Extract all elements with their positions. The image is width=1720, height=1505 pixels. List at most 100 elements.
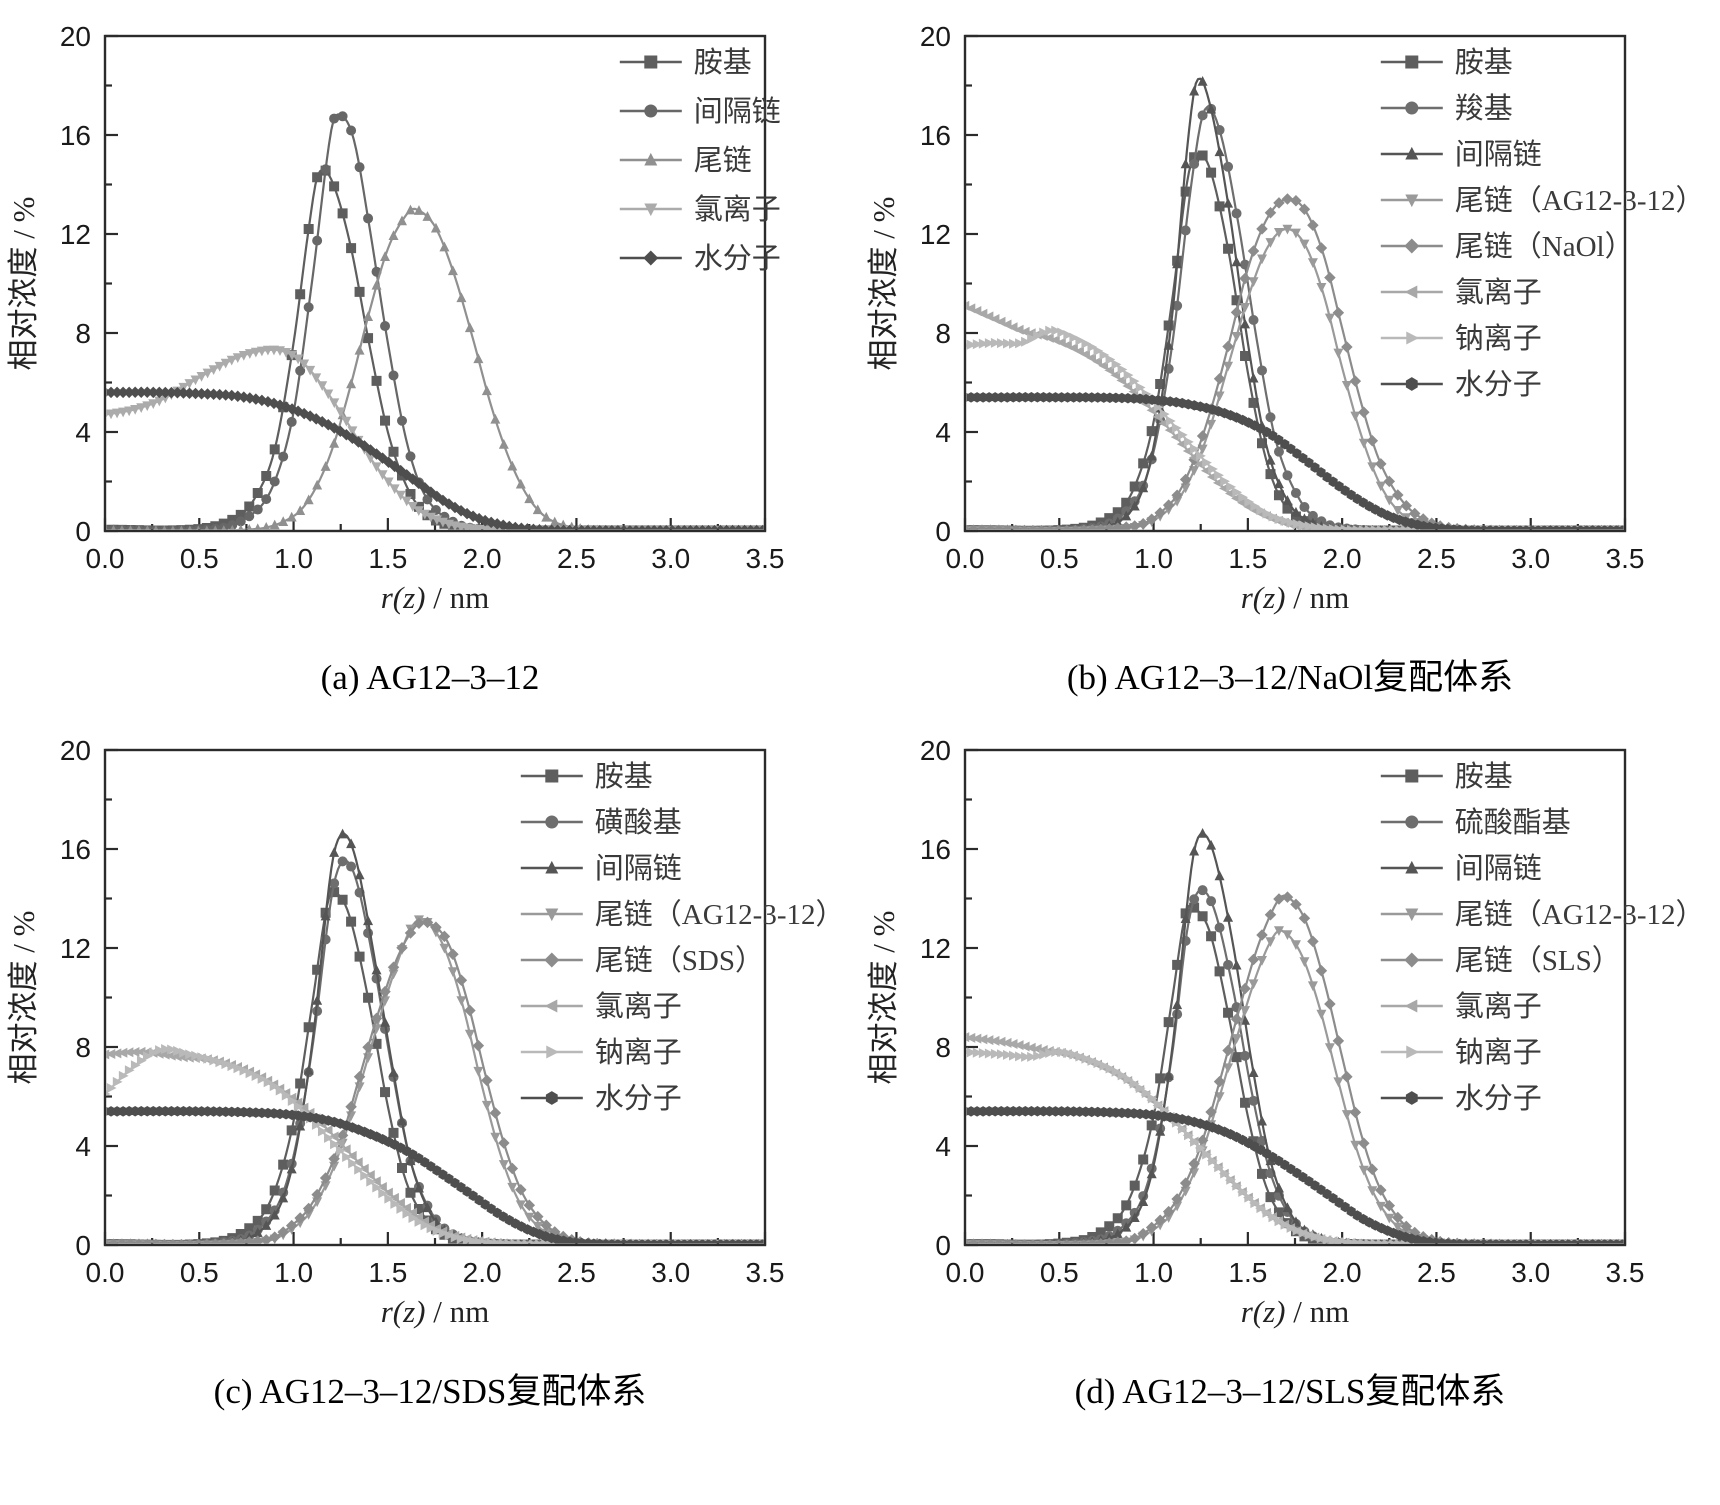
- x-axis-label: r(z) / nm: [1241, 1294, 1350, 1329]
- y-tick-label: 0: [935, 516, 951, 547]
- y-axis-ticks: 0 4 8 12 16 20: [60, 21, 118, 547]
- y-axis-ticks: 0 4 8 12 16 20: [920, 735, 978, 1261]
- x-tick-label: 2.0: [463, 543, 502, 574]
- legend-item: 钠离子: [1380, 322, 1542, 355]
- legend-label: 胺基: [595, 760, 653, 793]
- legend-label: 磺酸基: [595, 806, 682, 839]
- legend-label: 氯离子: [595, 990, 682, 1023]
- legend-item: 胺基: [1380, 46, 1513, 79]
- x-tick-label: 2.0: [463, 1257, 502, 1288]
- legend-item: 间隔链: [520, 852, 682, 885]
- legend-label: 水分子: [595, 1082, 682, 1115]
- y-tick-label: 16: [920, 834, 951, 865]
- x-axis-ticks: 0.0 0.5 1.0 1.5 2.0 2.5 3.0 3.5: [946, 1232, 1645, 1288]
- legend-label: 间隔链: [1455, 138, 1542, 171]
- legend-label: 尾链（AG12-3-12）: [1455, 184, 1705, 217]
- x-tick-label: 0.0: [946, 543, 985, 574]
- series-curve-2: [966, 832, 1624, 1244]
- chart-panel-c: 0.0 0.5 1.0 1.5 2.0 2.5 3.0 3.5 0 4 8 12 16 20 相对浓度 / …: [6, 735, 845, 1329]
- legend-item: 尾链（SDS）: [520, 944, 764, 977]
- legend-label: 间隔链: [694, 95, 781, 128]
- x-axis-ticks: 0.0 0.5 1.0 1.5 2.0 2.5 3.0 3.5: [946, 518, 1645, 574]
- series-layer: [106, 111, 764, 530]
- x-tick-label: 2.0: [1323, 1257, 1362, 1288]
- x-tick-label: 1.5: [1228, 1257, 1267, 1288]
- legend-item: 间隔链: [619, 95, 781, 128]
- y-axis-ticks: 0 4 8 12 16 20: [920, 21, 978, 547]
- y-tick-label: 20: [920, 735, 951, 766]
- legend-label: 氯离子: [1455, 990, 1542, 1023]
- y-axis-label: 相对浓度 / %: [6, 911, 41, 1085]
- series-layer: [966, 828, 1624, 1244]
- legend-item: 尾链（AG12-3-12）: [1380, 898, 1705, 931]
- y-tick-label: 8: [935, 318, 951, 349]
- x-tick-label: 3.5: [1606, 1257, 1645, 1288]
- chart-panel-b: 0.0 0.5 1.0 1.5 2.0 2.5 3.0 3.5 0 4 8 12 16 20 相对浓度 / …: [866, 21, 1705, 615]
- y-tick-label: 0: [75, 1230, 91, 1261]
- y-tick-label: 4: [75, 1131, 91, 1162]
- x-tick-label: 2.5: [1417, 1257, 1456, 1288]
- legend-label: 水分子: [1455, 368, 1542, 401]
- legend-label: 胺基: [1455, 46, 1513, 79]
- panel-a: 0.0 0.5 1.0 1.5 2.0 2.5 3.0 3.5 0 4 8 12 16 20 相对浓度 / …: [0, 6, 860, 720]
- legend-label: 氯离子: [1455, 276, 1542, 309]
- plot-border: [103, 34, 767, 533]
- x-tick-label: 1.0: [274, 1257, 313, 1288]
- x-tick-label: 2.0: [1323, 543, 1362, 574]
- legend-item: 尾链（AG12-3-12）: [1380, 184, 1705, 217]
- y-tick-label: 0: [935, 1230, 951, 1261]
- legend-label: 钠离子: [1455, 322, 1542, 355]
- legend-label: 胺基: [1455, 760, 1513, 793]
- x-tick-label: 0.0: [946, 1257, 985, 1288]
- x-tick-label: 3.5: [746, 1257, 785, 1288]
- legend-item: 水分子: [619, 242, 781, 275]
- x-tick-label: 2.5: [557, 1257, 596, 1288]
- x-tick-label: 0.5: [180, 1257, 219, 1288]
- series-curve-2: [106, 833, 764, 1244]
- panel-c-caption: (c) AG12–3–12/SDS复配体系: [213, 1372, 647, 1411]
- x-axis-ticks: 0.0 0.5 1.0 1.5 2.0 2.5 3.0 3.5: [86, 1232, 785, 1288]
- y-tick-label: 20: [60, 21, 91, 52]
- legend-item: 钠离子: [1380, 1036, 1542, 1069]
- y-axis-label: 相对浓度 / %: [866, 197, 901, 371]
- series-curve-2: [106, 207, 764, 530]
- panel-b: 0.0 0.5 1.0 1.5 2.0 2.5 3.0 3.5 0 4 8 12 16 20 相对浓度 / …: [860, 6, 1720, 720]
- x-tick-label: 0.0: [86, 1257, 125, 1288]
- x-tick-label: 1.5: [368, 1257, 407, 1288]
- figure-grid: 0.0 0.5 1.0 1.5 2.0 2.5 3.0 3.5 0 4 8 12 16 20 相对浓度 / …: [0, 6, 1720, 1434]
- x-axis-label: r(z) / nm: [1241, 580, 1350, 615]
- legend-item: 水分子: [520, 1082, 682, 1115]
- y-tick-label: 16: [60, 834, 91, 865]
- legend-item: 氯离子: [1380, 276, 1542, 309]
- legend-label: 钠离子: [1455, 1036, 1542, 1069]
- legend-item: 胺基: [619, 46, 752, 79]
- y-tick-label: 16: [60, 120, 91, 151]
- legend-item: 磺酸基: [520, 806, 682, 839]
- x-tick-label: 3.0: [1511, 543, 1550, 574]
- y-tick-label: 4: [935, 1131, 951, 1162]
- x-tick-label: 1.5: [1228, 543, 1267, 574]
- x-tick-label: 2.5: [1417, 543, 1456, 574]
- panel-c: 0.0 0.5 1.0 1.5 2.0 2.5 3.0 3.5 0 4 8 12 16 20 相对浓度 / …: [0, 720, 860, 1434]
- y-tick-label: 12: [920, 933, 951, 964]
- legend-label: 尾链（SDS）: [595, 944, 764, 977]
- legend-item: 水分子: [1380, 368, 1542, 401]
- x-tick-label: 3.0: [651, 543, 690, 574]
- y-tick-label: 0: [75, 516, 91, 547]
- legend-item: 胺基: [520, 760, 653, 793]
- x-tick-label: 1.0: [1134, 543, 1173, 574]
- x-tick-label: 1.0: [1134, 1257, 1173, 1288]
- panel-d: 0.0 0.5 1.0 1.5 2.0 2.5 3.0 3.5 0 4 8 12 16 20 相对浓度 / …: [860, 720, 1720, 1434]
- series-markers-7: [966, 1105, 1624, 1244]
- legend-label: 胺基: [694, 46, 752, 79]
- x-tick-label: 1.5: [368, 543, 407, 574]
- panel-a-caption: (a) AG12–3–12: [320, 658, 540, 697]
- y-axis-label: 相对浓度 / %: [6, 197, 41, 371]
- y-axis-ticks: 0 4 8 12 16 20: [60, 735, 118, 1261]
- legend-item: 尾链（SLS）: [1380, 944, 1621, 977]
- legend-item: 氯离子: [1380, 990, 1542, 1023]
- legend-item: 氯离子: [520, 990, 682, 1023]
- y-tick-label: 8: [935, 1032, 951, 1063]
- x-tick-label: 3.5: [1606, 543, 1645, 574]
